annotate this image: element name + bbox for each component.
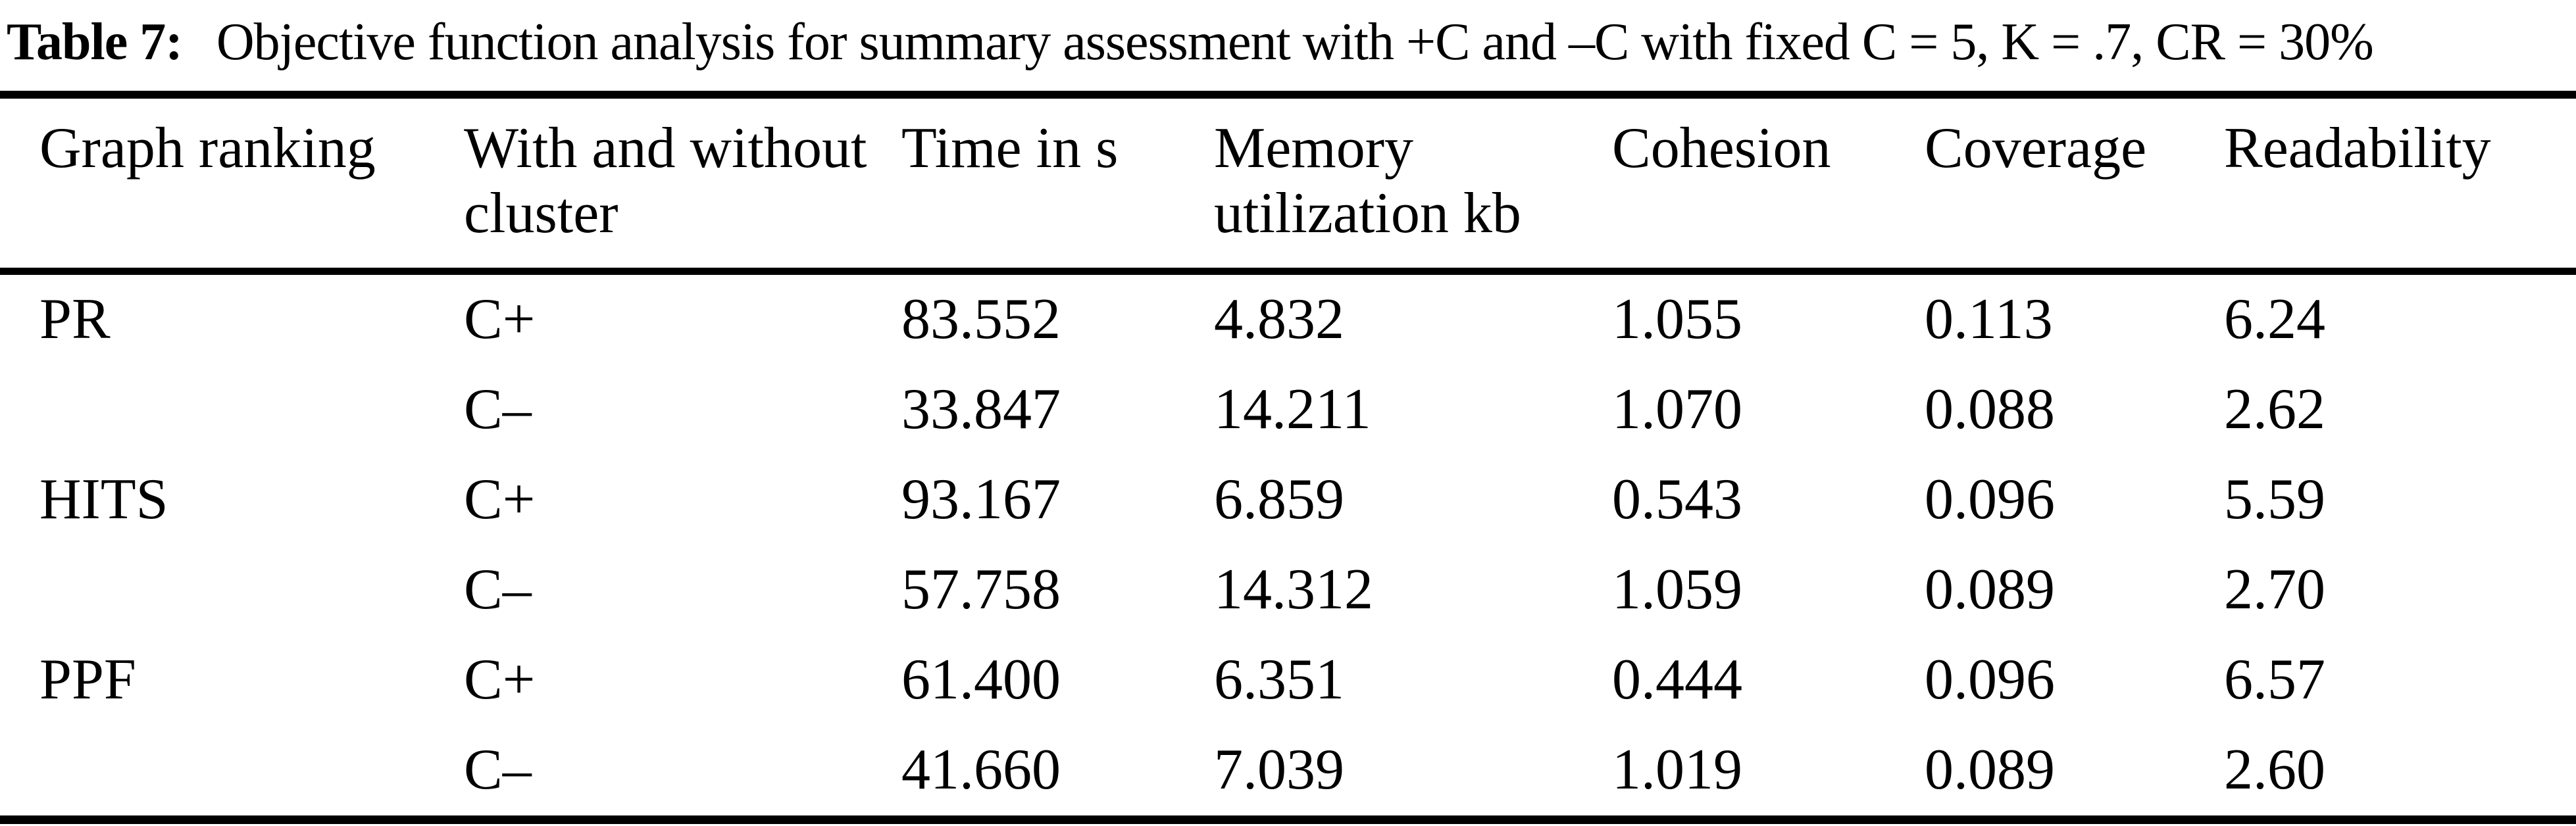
cell-coverage: 0.113: [1925, 287, 2053, 352]
cell-graph-ranking: [0, 545, 464, 635]
table-caption: Table 7: Objective function analysis for …: [0, 0, 2576, 91]
column-header-readability: Readability: [2224, 116, 2491, 180]
column-header-time: Time in s: [901, 116, 1119, 180]
table-row: PR C+ 83.552 4.832 1.055 0.113 6.24: [0, 271, 2576, 365]
table-caption-label: Table 7:: [7, 13, 183, 71]
cell-time: 57.758: [901, 558, 1061, 622]
cell-coverage: 0.088: [1925, 377, 2055, 442]
cell-time: 41.660: [901, 738, 1061, 802]
cell-cluster: C+: [464, 648, 536, 712]
cell-graph-ranking: PR: [39, 287, 111, 352]
cell-cohesion: 1.070: [1612, 377, 1742, 442]
cell-cluster: C+: [464, 287, 536, 352]
cell-memory: 4.832: [1214, 287, 1344, 352]
cell-cohesion: 1.019: [1612, 738, 1742, 802]
cell-cluster: C–: [464, 738, 532, 802]
cell-cluster: C–: [464, 558, 532, 622]
cell-time: 83.552: [901, 287, 1061, 352]
cell-graph-ranking: PPF: [39, 648, 136, 712]
cell-time: 61.400: [901, 648, 1061, 712]
cell-readability: 6.57: [2224, 648, 2325, 712]
column-header-cluster: With and without cluster: [464, 116, 867, 246]
cell-cohesion: 0.543: [1612, 468, 1742, 532]
table-row: C– 33.847 14.211 1.070 0.088 2.62: [0, 365, 2576, 455]
table-row: PPF C+ 61.400 6.351 0.444 0.096 6.57: [0, 635, 2576, 725]
column-header-graph-ranking: Graph ranking: [39, 116, 376, 180]
cell-readability: 6.24: [2224, 287, 2325, 352]
cell-readability: 2.70: [2224, 558, 2325, 622]
column-header-coverage: Coverage: [1925, 116, 2147, 180]
cell-cluster: C–: [464, 377, 532, 442]
header-row: Graph ranking With and without cluster T…: [0, 95, 2576, 271]
cell-coverage: 0.096: [1925, 648, 2055, 712]
cell-memory: 14.312: [1214, 558, 1373, 622]
cell-readability: 2.60: [2224, 738, 2325, 802]
cell-coverage: 0.096: [1925, 468, 2055, 532]
cell-readability: 2.62: [2224, 377, 2325, 442]
cell-time: 33.847: [901, 377, 1061, 442]
column-header-cohesion: Cohesion: [1612, 116, 1831, 180]
cell-graph-ranking: [0, 365, 464, 455]
table-row: C– 41.660 7.039 1.019 0.089 2.60: [0, 725, 2576, 820]
cell-cohesion: 1.055: [1612, 287, 1742, 352]
column-header-memory: Memory utilization kb: [1214, 116, 1521, 246]
cell-memory: 7.039: [1214, 738, 1344, 802]
cell-memory: 6.351: [1214, 648, 1344, 712]
table-body: PR C+ 83.552 4.832 1.055 0.113 6.24 C– 3…: [0, 271, 2576, 819]
cell-cohesion: 0.444: [1612, 648, 1742, 712]
cell-readability: 5.59: [2224, 468, 2325, 532]
cell-cluster: C+: [464, 468, 536, 532]
cell-coverage: 0.089: [1925, 558, 2055, 622]
cell-memory: 14.211: [1214, 377, 1371, 442]
cell-memory: 6.859: [1214, 468, 1344, 532]
cell-graph-ranking: [0, 725, 464, 820]
cell-coverage: 0.089: [1925, 738, 2055, 802]
table-row: HITS C+ 93.167 6.859 0.543 0.096 5.59: [0, 455, 2576, 545]
table-caption-text: Objective function analysis for summary …: [216, 13, 2374, 71]
cell-time: 93.167: [901, 468, 1061, 532]
results-table: Graph ranking With and without cluster T…: [0, 91, 2576, 824]
cell-cohesion: 1.059: [1612, 558, 1742, 622]
table-row: C– 57.758 14.312 1.059 0.089 2.70: [0, 545, 2576, 635]
table-header: Graph ranking With and without cluster T…: [0, 95, 2576, 272]
cell-graph-ranking: HITS: [39, 468, 168, 532]
